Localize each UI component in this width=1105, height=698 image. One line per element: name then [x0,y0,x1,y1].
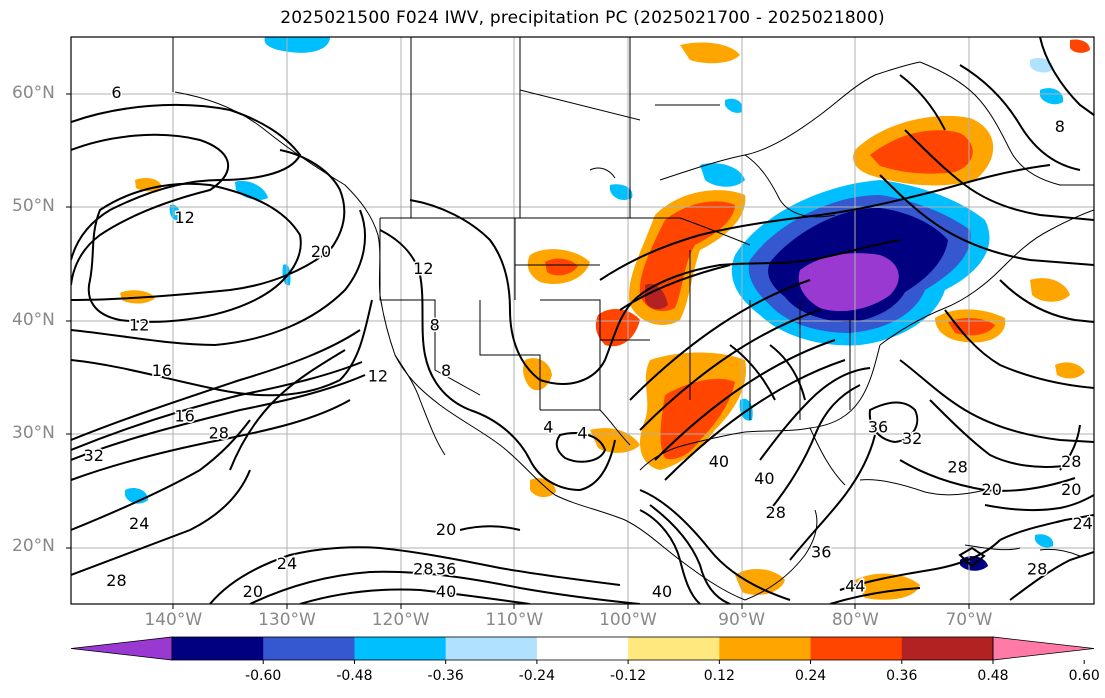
colorbar-label: 0.12 [703,668,735,684]
colorbar-label: 0.48 [977,668,1009,684]
lat-label: 60°N [12,82,55,103]
contour-label: 28 [766,503,786,522]
lat-label: 50°N [12,196,55,217]
coastlines [172,37,1094,601]
lat-label: 40°N [12,309,55,330]
colorbar-swatch [536,637,629,660]
map-title: 2025021500 F024 IWV, precipitation PC (2… [280,8,885,28]
contour-label: 24 [1072,514,1092,533]
contour-label: 12 [368,367,388,386]
contour-label: 28 [413,559,433,578]
colorbar-label: 0.36 [886,668,918,684]
colorbar-swatch [810,637,903,660]
precip-shading [120,37,1090,600]
contour-label: 40 [652,582,672,601]
contour-label: 32 [902,429,922,448]
contour-label: 20 [243,582,263,601]
contour-label: 32 [84,446,104,465]
lon-label: 100°W [599,610,657,630]
colorbar-label: 0.24 [794,668,827,684]
contour-label: 4 [543,418,553,437]
contour-label: 36 [868,418,888,437]
lon-label: 120°W [371,610,430,630]
colorbar-frame [171,636,994,661]
lon-label: 140°W [144,610,203,630]
contour-label: 12 [129,316,149,335]
lon-label: 70°W [945,610,993,630]
contour-label: 44 [845,576,865,595]
contour-label: 28 [106,571,126,590]
gridlines [71,37,1094,604]
contour-label: 8 [430,316,440,335]
colorbar-label: -0.60 [245,668,282,684]
colorbar-swatch [719,637,812,660]
lon-label: 80°W [831,610,879,630]
contour-label: 28 [1027,559,1047,578]
contour-label: 40 [754,469,774,488]
contour-label: 8 [1055,117,1065,136]
axis-ticks [66,93,970,609]
iwv-contours [71,37,1094,604]
lon-label: 130°W [258,610,316,630]
colorbar [70,636,1095,664]
colorbar-right-extension [992,636,1095,661]
contour-label: 16 [152,361,172,380]
contour-label: 28 [209,423,229,442]
lon-label: 110°W [485,610,544,630]
contour-label: 24 [277,554,297,573]
lat-label: 30°N [12,422,55,443]
contour-label: 40 [709,452,729,471]
contour-label: 20 [436,520,456,539]
contour-label: 24 [129,514,149,533]
contour-label: 16 [174,406,194,425]
colorbar-swatch [354,637,447,660]
colorbar-label: -0.24 [518,668,555,684]
contour-label: 20 [982,480,1002,499]
contour-label: 12 [413,259,433,278]
contour-label: 36 [811,542,831,561]
contour-label: 4 [577,423,587,442]
contour-label: 12 [174,208,194,227]
contour-label: 8 [441,361,451,380]
colorbar-label: -0.48 [336,668,373,684]
contour-label: 28 [1061,452,1081,471]
colorbar-label: 0.60 [1068,668,1100,684]
contour-label: 36 [436,559,456,578]
colorbar-left-extension [70,636,173,661]
colorbar-swatch [901,637,994,660]
contour-label: 20 [311,242,331,261]
contour-label: 40 [436,582,456,601]
contour-label: 20 [1061,480,1081,499]
colorbar-swatch [263,637,355,660]
lon-label: 90°W [718,610,766,630]
colorbar-label: -0.36 [427,668,464,684]
colorbar-label: -0.12 [609,668,647,684]
colorbar-swatch [628,637,720,660]
lat-label: 20°N [12,536,55,557]
colorbar-swatch [445,637,538,660]
contour-label: 6 [111,83,121,102]
contour-label: 28 [947,457,967,476]
colorbar-swatch [172,637,264,660]
